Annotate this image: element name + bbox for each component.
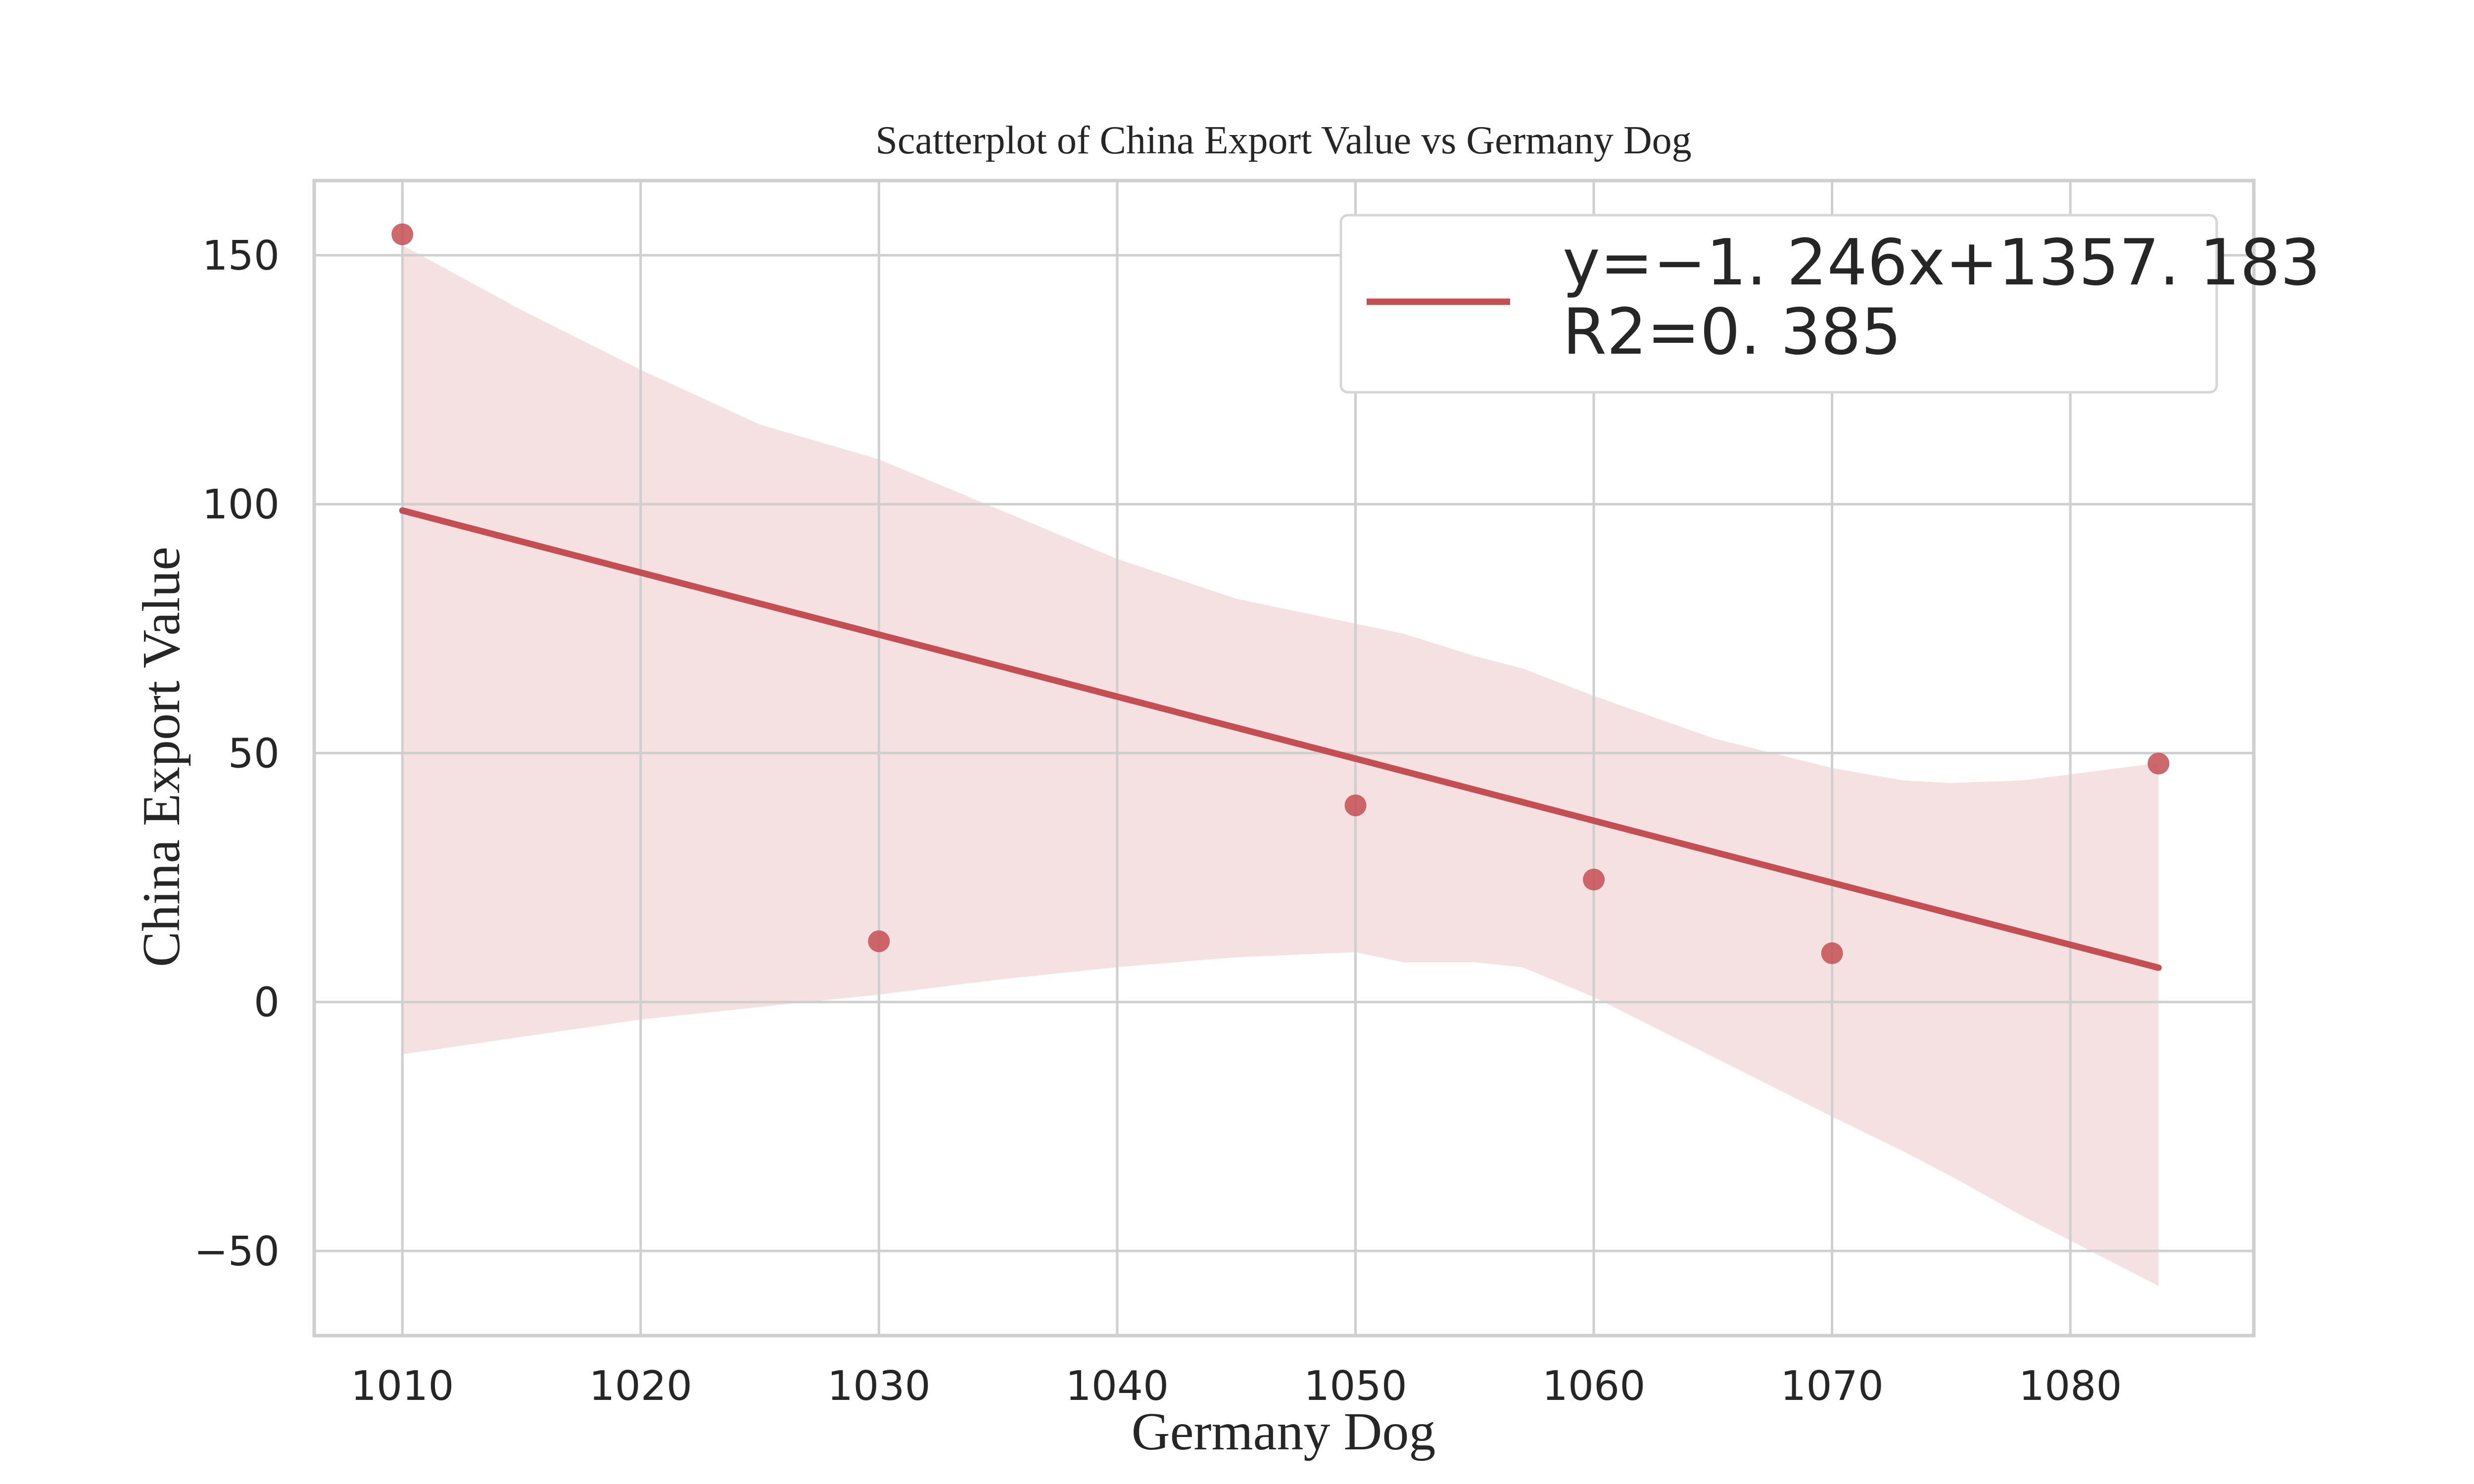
y-tick-label: −50 [194,1228,280,1275]
y-tick-label: 0 [254,979,280,1026]
x-tick-label: 1030 [827,1363,931,1410]
points-layer [391,223,2170,965]
data-point [1583,869,1605,891]
plot-frame-layer [312,179,2256,1338]
data-point [391,223,414,245]
y-tick-label: 50 [228,730,280,777]
data-point [1821,942,1843,965]
y-axis-label: China Export Value [132,547,191,967]
plot-frame [312,179,2256,1338]
confidence-band [402,245,2159,1286]
x-tick-label: 1080 [2019,1363,2122,1410]
regression-line-layer [399,507,2162,971]
data-point [868,930,890,952]
confidence-band-layer [402,245,2159,1286]
tick-labels-layer: 1010 1020 1030 1040 1050 1060 1070 1080 −50 0 50 10… [194,232,2122,1410]
x-tick-label: 1070 [1780,1363,1884,1410]
y-tick-label: 100 [202,481,280,528]
x-tick-label: 1060 [1542,1363,1646,1410]
x-tick-label: 1020 [589,1363,692,1410]
data-point [2147,752,2170,775]
data-point [1344,794,1367,817]
regression-line [399,507,2162,971]
legend-equation: y=−1. 246x+1357. 183 [1563,226,2321,300]
x-tick-label: 1010 [351,1363,454,1410]
x-tick-label: 1050 [1304,1363,1407,1410]
chart-title: Scatterplot of China Export Value vs Ger… [875,119,1691,162]
legend-r2: R2=0. 385 [1563,295,1902,369]
x-axis-label: Germany Dog [1132,1402,1436,1461]
y-tick-label: 150 [202,232,280,279]
legend: y=−1. 246x+1357. 183 R2=0. 385 [1339,214,2321,394]
legend-box [1339,214,2218,394]
x-tick-label: 1040 [1066,1363,1169,1410]
